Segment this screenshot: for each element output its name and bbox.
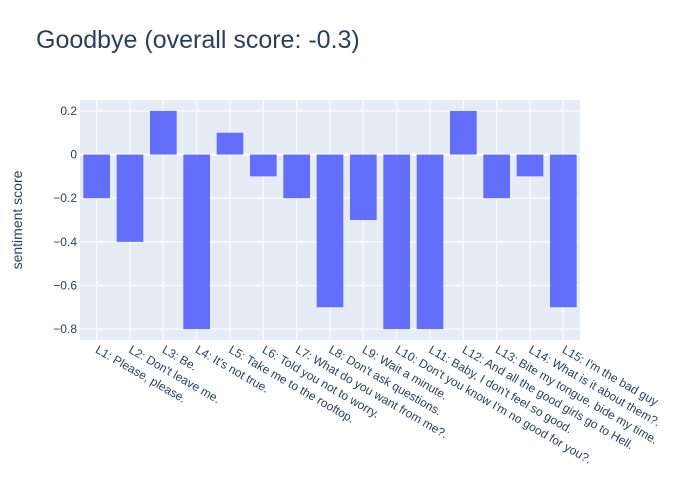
bar-3: [150, 110, 177, 155]
y-axis-ticks: 0.2 0 −0.2 −0.4 −0.6 −0.8: [53, 104, 77, 336]
bar-15: [550, 154, 577, 308]
chart-title: Goodbye (overall score: -0.3): [36, 26, 360, 54]
bars: [83, 110, 577, 330]
y-tick-label: 0.2: [60, 104, 77, 118]
bar-14: [516, 154, 544, 177]
bar-7: [283, 154, 310, 199]
bar-12: [450, 110, 477, 155]
bar-1: [83, 154, 110, 199]
y-tick-label: −0.2: [53, 191, 77, 205]
y-tick-label: −0.4: [53, 235, 77, 249]
bar-11: [416, 154, 444, 330]
bar-8: [316, 154, 344, 308]
bar-4: [183, 154, 210, 330]
y-axis-title: sentiment score: [9, 170, 25, 269]
y-tick-label: 0: [70, 148, 77, 162]
bar-10: [383, 154, 410, 330]
bar-13: [483, 154, 510, 199]
y-tick-label: −0.6: [53, 278, 77, 292]
x-axis-ticks: L1: Please, please.L2: Don't leave me.L3…: [93, 342, 663, 466]
y-tick-label: −0.8: [53, 322, 77, 336]
bar-9: [350, 154, 377, 220]
bar-2: [116, 154, 144, 242]
bar-6: [250, 154, 277, 177]
bar-5: [216, 132, 244, 155]
